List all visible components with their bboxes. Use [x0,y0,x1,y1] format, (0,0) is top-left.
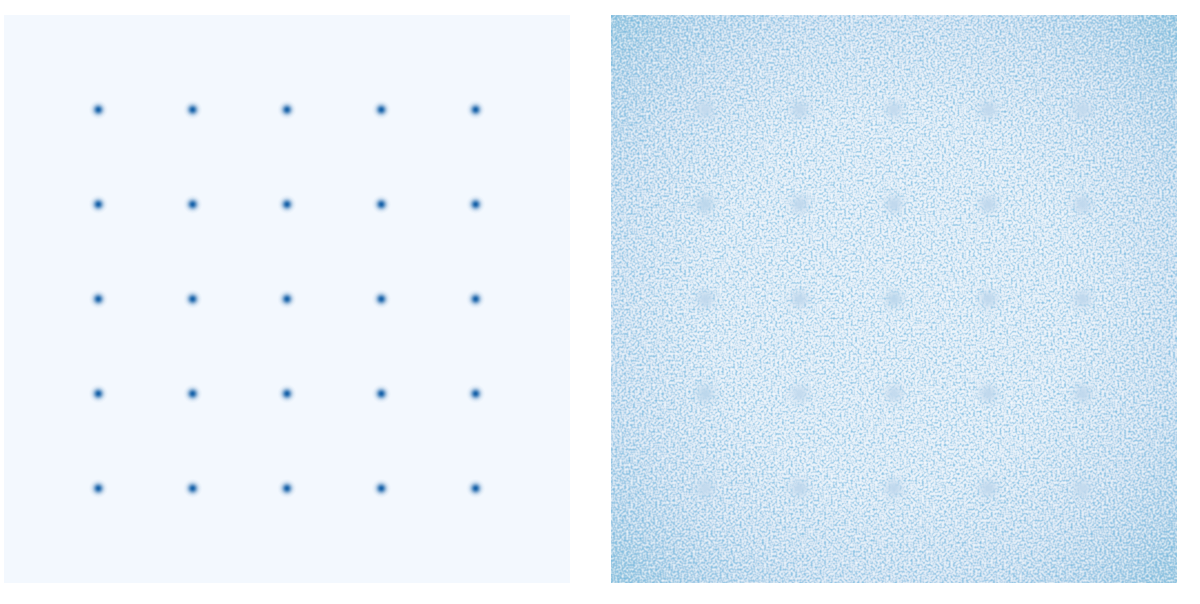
spot [970,186,1006,222]
background [4,15,570,583]
spot [782,470,818,506]
spot [89,289,108,308]
heatmap-panel [611,15,1177,583]
spot [183,479,202,498]
background [611,15,1177,583]
spot [183,289,202,308]
spot [687,186,723,222]
spot [89,479,108,498]
spot [1065,281,1101,317]
spot [970,92,1006,128]
spot [372,100,391,119]
spot [277,195,296,214]
spot [372,384,391,403]
spot [876,470,912,506]
spot [687,281,723,317]
spot [466,100,485,119]
heatmap-panel [4,15,570,583]
spot [687,376,723,412]
spot [970,376,1006,412]
spot [876,186,912,222]
spot [466,195,485,214]
spot [970,470,1006,506]
spot [277,289,296,308]
spot [1065,92,1101,128]
spot [687,92,723,128]
spot [466,479,485,498]
spot [277,479,296,498]
spot [687,470,723,506]
spot [1065,376,1101,412]
spot [466,289,485,308]
spot [89,195,108,214]
spot [89,384,108,403]
spot [782,376,818,412]
spot [876,281,912,317]
spot [782,186,818,222]
spot [466,384,485,403]
spot [89,100,108,119]
spot [970,281,1006,317]
spot [782,281,818,317]
spot [372,479,391,498]
spot [1065,186,1101,222]
noise-dark [611,15,1177,583]
spot [372,195,391,214]
figure [0,0,1200,604]
spot [183,384,202,403]
spot [1065,470,1101,506]
spot [277,384,296,403]
spot [782,92,818,128]
spot [372,289,391,308]
spot [876,376,912,412]
spot [183,195,202,214]
spot [876,92,912,128]
spot [183,100,202,119]
noise-light [611,15,1177,583]
spot [277,100,296,119]
